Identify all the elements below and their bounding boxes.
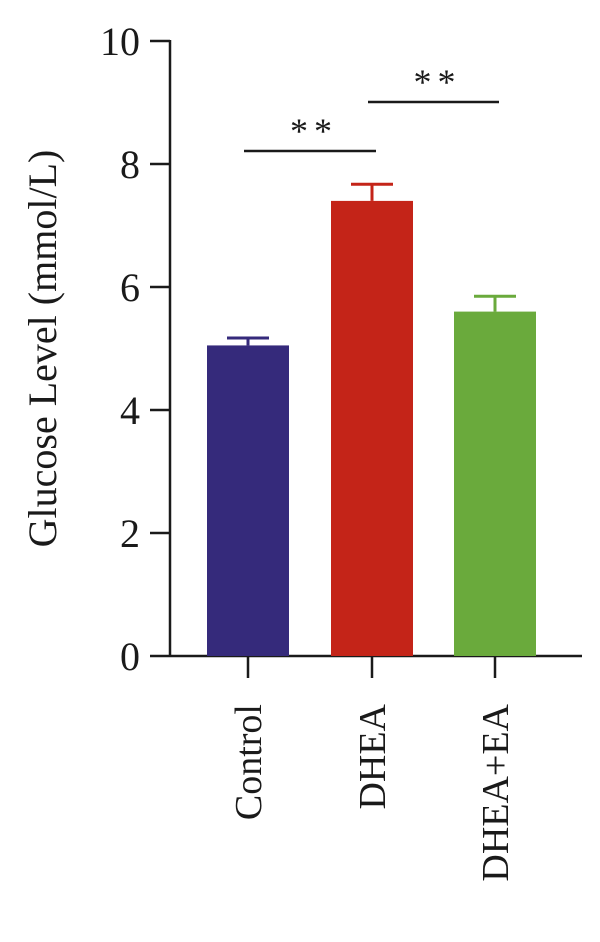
significance-label: **: [414, 62, 462, 102]
x-tick-label: Control: [228, 704, 270, 820]
y-tick-label: 0: [120, 634, 140, 679]
y-tick-label: 4: [120, 388, 140, 433]
x-tick-label: DHEA: [352, 703, 394, 809]
y-tick-label: 2: [120, 511, 140, 556]
significance-label: **: [290, 111, 338, 151]
bars: [207, 200, 536, 656]
y-tick-label: 8: [120, 142, 140, 187]
bar-control: [207, 345, 289, 656]
y-axis-title: Glucose Level (mmol/L): [20, 150, 65, 548]
bar-dhea-ea: [454, 311, 536, 656]
y-tick-label: 10: [100, 19, 140, 64]
labels: 0 2 4 6 8 10 Glucose Level (mmol/L) Control DHEA…: [20, 19, 517, 882]
significance-annotations: ** **: [244, 62, 499, 153]
y-tick-label: 6: [120, 265, 140, 310]
x-tick-label: DHEA+EA: [475, 703, 517, 881]
error-bars: [227, 182, 516, 346]
bar-dhea: [331, 200, 413, 656]
